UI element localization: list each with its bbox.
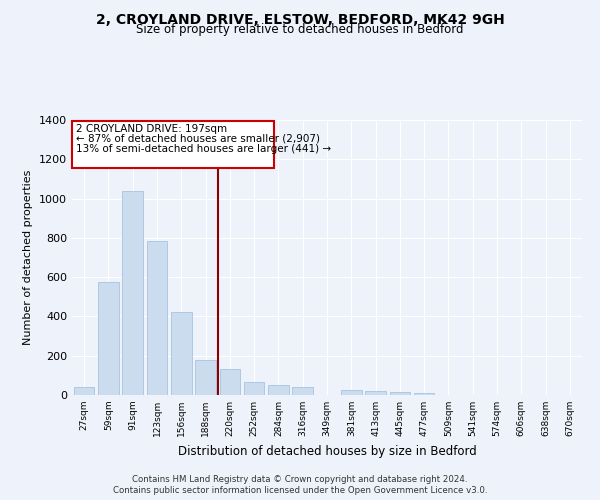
Y-axis label: Number of detached properties: Number of detached properties — [23, 170, 34, 345]
Text: 13% of semi-detached houses are larger (441) →: 13% of semi-detached houses are larger (… — [76, 144, 331, 154]
Bar — [389, 392, 410, 395]
Bar — [414, 393, 434, 395]
Bar — [341, 390, 362, 395]
Text: Size of property relative to detached houses in Bedford: Size of property relative to detached ho… — [136, 24, 464, 36]
FancyBboxPatch shape — [73, 121, 274, 168]
Bar — [220, 370, 240, 395]
Bar — [268, 385, 289, 395]
Bar — [195, 360, 216, 395]
X-axis label: Distribution of detached houses by size in Bedford: Distribution of detached houses by size … — [178, 444, 476, 458]
Bar — [146, 241, 167, 395]
Bar — [244, 382, 265, 395]
Text: Contains HM Land Registry data © Crown copyright and database right 2024.: Contains HM Land Registry data © Crown c… — [132, 474, 468, 484]
Text: ← 87% of detached houses are smaller (2,907): ← 87% of detached houses are smaller (2,… — [76, 134, 320, 144]
Bar — [292, 387, 313, 395]
Bar — [365, 391, 386, 395]
Text: 2, CROYLAND DRIVE, ELSTOW, BEDFORD, MK42 9GH: 2, CROYLAND DRIVE, ELSTOW, BEDFORD, MK42… — [95, 12, 505, 26]
Bar — [171, 312, 191, 395]
Text: 2 CROYLAND DRIVE: 197sqm: 2 CROYLAND DRIVE: 197sqm — [76, 124, 227, 134]
Text: Contains public sector information licensed under the Open Government Licence v3: Contains public sector information licen… — [113, 486, 487, 495]
Bar — [74, 387, 94, 395]
Bar — [122, 190, 143, 395]
Bar — [98, 282, 119, 395]
